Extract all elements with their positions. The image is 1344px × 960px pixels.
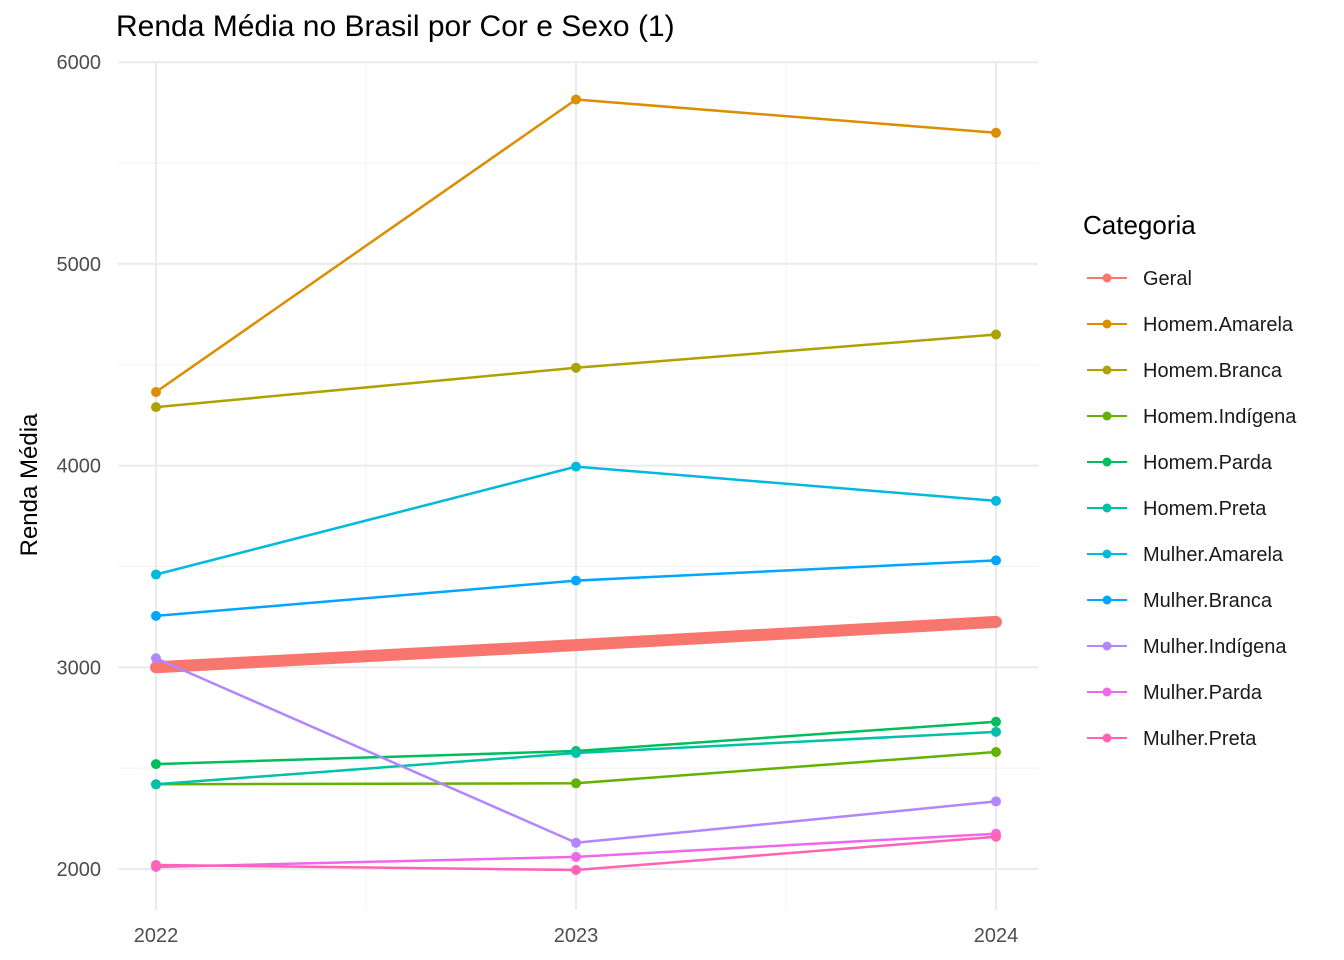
data-point [571, 461, 581, 472]
legend-key-point [1102, 595, 1112, 605]
legend-label: Homem.Indígena [1143, 406, 1297, 428]
y-tick-label: 2000 [57, 859, 102, 881]
data-point [571, 837, 581, 848]
legend-item: Homem.Branca [1087, 360, 1283, 382]
legend-title: Categoria [1083, 210, 1196, 240]
data-point [991, 616, 1001, 627]
legend-item: Mulher.Branca [1087, 590, 1273, 612]
legend-key-point [1102, 687, 1112, 697]
data-point [991, 555, 1001, 566]
data-point [151, 759, 161, 770]
legend-item: Homem.Parda [1087, 452, 1273, 474]
legend-key-point [1102, 365, 1112, 375]
data-point [151, 859, 161, 870]
data-point [991, 495, 1001, 506]
data-point [571, 778, 581, 789]
data-point [991, 796, 1001, 807]
y-tick-label: 4000 [57, 456, 102, 478]
y-tick-label: 3000 [57, 657, 102, 679]
legend-label: Mulher.Parda [1143, 682, 1263, 704]
data-point [571, 94, 581, 105]
legend-label: Mulher.Branca [1143, 590, 1273, 612]
data-point [151, 779, 161, 790]
data-point [571, 362, 581, 373]
data-point [151, 662, 161, 673]
legend: Geral Homem.Amarela Homem.Branca Homem.Indí… [1087, 268, 1297, 750]
data-point [151, 386, 161, 397]
data-point [571, 575, 581, 586]
legend-key-point [1102, 273, 1112, 283]
legend-item: Mulher.Preta [1087, 728, 1257, 750]
legend-label: Homem.Parda [1143, 452, 1273, 474]
x-tick-label: 2022 [134, 925, 179, 947]
legend-key-point [1102, 457, 1112, 467]
data-point [991, 329, 1001, 340]
legend-item: Geral [1087, 268, 1192, 290]
legend-item: Homem.Amarela [1087, 314, 1294, 336]
series-geral [150, 615, 1002, 674]
data-point [991, 127, 1001, 138]
x-tick-label: 2024 [974, 925, 1019, 947]
legend-item: Homem.Indígena [1087, 406, 1297, 428]
y-axis-ticks: 2000 3000 4000 5000 6000 [57, 52, 102, 881]
series-mulher-branca [151, 555, 1001, 621]
series-mulher-preta [151, 831, 1001, 876]
data-point [991, 831, 1001, 842]
y-tick-label: 6000 [57, 52, 102, 74]
y-tick-label: 5000 [57, 254, 102, 276]
legend-key-point [1102, 549, 1112, 559]
series-homem-amarela [151, 94, 1001, 397]
legend-key-point [1102, 411, 1112, 421]
data-point [571, 640, 581, 651]
legend-key-point [1102, 319, 1112, 329]
data-point [571, 748, 581, 759]
legend-key-point [1102, 503, 1112, 513]
data-point [991, 716, 1001, 727]
legend-label: Homem.Amarela [1143, 314, 1294, 336]
data-point [571, 865, 581, 876]
series-lines [150, 94, 1002, 876]
data-point [151, 569, 161, 580]
legend-label: Mulher.Indígena [1143, 636, 1287, 658]
legend-item: Mulher.Amarela [1087, 544, 1284, 566]
series-homem-branca [151, 329, 1001, 413]
data-point [151, 402, 161, 413]
legend-label: Homem.Preta [1143, 498, 1267, 520]
series-mulher-amarela [151, 461, 1001, 580]
legend-item: Mulher.Parda [1087, 682, 1263, 704]
legend-label: Homem.Branca [1143, 360, 1283, 382]
legend-key-point [1102, 641, 1112, 651]
data-point [151, 653, 161, 664]
data-point [991, 747, 1001, 758]
legend-label: Mulher.Preta [1143, 728, 1257, 750]
legend-label: Mulher.Amarela [1143, 544, 1284, 566]
legend-label: Geral [1143, 268, 1192, 290]
legend-key-point [1102, 733, 1112, 743]
legend-item: Homem.Preta [1087, 498, 1267, 520]
data-point [571, 851, 581, 862]
data-point [991, 726, 1001, 737]
x-tick-label: 2023 [554, 925, 599, 947]
series-homem-preta [151, 726, 1001, 790]
series-mulher-ind-gena [151, 653, 1001, 848]
legend-item: Mulher.Indígena [1087, 636, 1287, 658]
data-point [151, 610, 161, 621]
x-axis-ticks: 2022 2023 2024 [134, 925, 1019, 947]
chart-title: Renda Média no Brasil por Cor e Sexo (1) [116, 10, 675, 43]
